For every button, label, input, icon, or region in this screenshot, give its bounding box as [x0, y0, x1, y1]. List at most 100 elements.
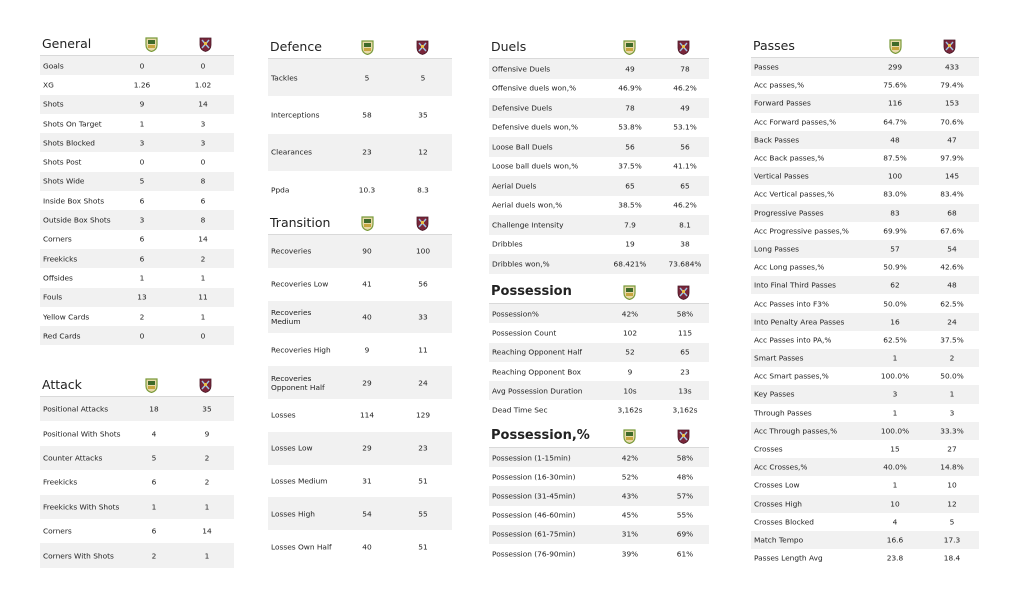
stat-row: Freekicks 6 2 [40, 248, 234, 269]
stat-label: Shots On Target [43, 119, 102, 129]
stat-label: Possession (61-75min) [492, 529, 576, 539]
home-value: 42% [621, 453, 639, 463]
away-value: 68 [947, 208, 957, 218]
away-value: 433 [944, 62, 960, 72]
stat-label: Key Passes [754, 389, 795, 399]
home-value: 16 [890, 317, 900, 327]
panel-possession-pct: Possession,% Possession (1-15min) 42% 58% Po… [489, 423, 709, 564]
home-value: 0 [139, 331, 145, 341]
section-title: Defence [270, 39, 322, 54]
stat-row: Progressive Passes 83 68 [751, 203, 979, 222]
stat-row: Into Final Third Passes 62 48 [751, 276, 979, 295]
stat-label: Challenge Intensity [492, 220, 564, 230]
home-value: 41 [362, 279, 372, 289]
stat-label: Goals [43, 61, 64, 71]
away-value: 1.02 [194, 80, 212, 90]
home-value: 19 [625, 239, 635, 249]
stat-label: Losses Low [271, 443, 313, 453]
stat-row: Back Passes 48 47 [751, 130, 979, 149]
panel-duels: Duels Offensive Duels 49 78 Offensive duels … [489, 34, 709, 274]
home-value: 65 [625, 181, 635, 191]
home-value: 10.3 [358, 185, 376, 195]
stat-label: Possession (46-60min) [492, 510, 576, 520]
home-value: 83 [890, 208, 900, 218]
home-value: 50.9% [883, 262, 907, 272]
section-title: Possession,% [491, 428, 590, 443]
stat-row: Crosses Low 1 10 [751, 476, 979, 495]
away-team-crest-icon [677, 40, 690, 55]
away-team-crest-icon [199, 378, 212, 393]
stat-row: Corners 6 14 [40, 518, 234, 544]
stat-label: Freekicks [43, 477, 78, 487]
away-value: 2 [949, 353, 955, 363]
stat-label: Acc Passes into F3% [754, 299, 829, 309]
stat-row: Offsides 1 1 [40, 268, 234, 288]
home-value: 68.421% [613, 259, 647, 269]
stat-row: Shots On Target 1 3 [40, 113, 234, 134]
away-value: 33 [418, 312, 428, 322]
stat-label: Dribbles won,% [492, 259, 550, 269]
away-value: 6 [200, 196, 206, 206]
stat-label: Avg Possession Duration [492, 386, 583, 396]
stat-row: Reaching Opponent Half 52 65 [489, 342, 709, 362]
stat-row: Dribbles won,% 68.421% 73.684% [489, 254, 709, 274]
stat-row: Aerial Duels 65 65 [489, 176, 709, 196]
home-team-crest-icon [361, 40, 374, 55]
away-value: 65 [680, 347, 690, 357]
stat-label: Possession (1-15min) [492, 453, 571, 463]
stat-row: Outside Box Shots 3 8 [40, 210, 234, 230]
stat-row: Corners With Shots 2 1 [40, 543, 234, 568]
stat-row: Ppda 10.3 8.3 [268, 170, 452, 209]
stat-row: Possession% 42% 58% [489, 304, 709, 324]
section-header: Defence [268, 34, 452, 58]
home-value: 2 [151, 551, 157, 561]
stat-label: Losses Own Half [271, 542, 332, 552]
away-value: 2 [200, 254, 206, 264]
home-value: 39% [621, 549, 639, 559]
stat-label: Acc Back passes,% [754, 153, 825, 163]
away-value: 14 [202, 526, 212, 536]
home-value: 0 [139, 157, 145, 167]
stat-label: Crosses Low [754, 480, 800, 490]
stat-label: Outside Box Shots [43, 215, 111, 225]
away-value: 115 [677, 328, 693, 338]
stat-row: Forward Passes 116 153 [751, 94, 979, 113]
away-value: 2 [204, 477, 210, 487]
away-value: 55 [418, 509, 428, 519]
home-value: 48 [890, 135, 900, 145]
stat-label: Back Passes [754, 135, 800, 145]
stat-label: Losses [271, 410, 296, 420]
away-value: 14 [198, 99, 208, 109]
stat-row: Losses High 54 55 [268, 497, 452, 531]
home-value: 299 [887, 62, 903, 72]
away-value: 67.6% [940, 226, 964, 236]
home-value: 45% [621, 510, 639, 520]
away-value: 37.5% [940, 335, 964, 345]
stat-label: Vertical Passes [754, 171, 809, 181]
home-value: 6 [151, 477, 157, 487]
stat-row: Losses Own Half 40 51 [268, 530, 452, 563]
home-value: 1 [139, 273, 145, 283]
stat-label: Match Tempo [754, 535, 804, 545]
away-value: 0 [200, 61, 206, 71]
stat-row: Recoveries High 9 11 [268, 333, 452, 367]
stat-row: Possession (76-90min) 39% 61% [489, 543, 709, 564]
away-value: 48 [947, 280, 957, 290]
home-team-crest-icon [361, 216, 374, 231]
away-value: 51 [418, 542, 428, 552]
away-value: 35 [418, 110, 428, 120]
stat-row: Recoveries 90 100 [268, 235, 452, 268]
away-value: 1 [949, 389, 955, 399]
home-team-crest-icon [145, 37, 158, 52]
stat-label: Losses High [271, 509, 315, 519]
section-title: Possession [491, 284, 572, 299]
stat-row: Passes 299 433 [751, 58, 979, 77]
stat-row: Shots Blocked 3 3 [40, 133, 234, 153]
stat-label: Corners With Shots [43, 551, 114, 561]
stat-label: Acc Forward passes,% [754, 117, 837, 127]
stat-label: Into Final Third Passes [754, 280, 836, 290]
home-team-crest-icon [623, 429, 636, 444]
stat-label: Shots Wide [43, 176, 85, 186]
home-value: 3 [892, 389, 898, 399]
away-team-crest-icon [943, 39, 956, 54]
